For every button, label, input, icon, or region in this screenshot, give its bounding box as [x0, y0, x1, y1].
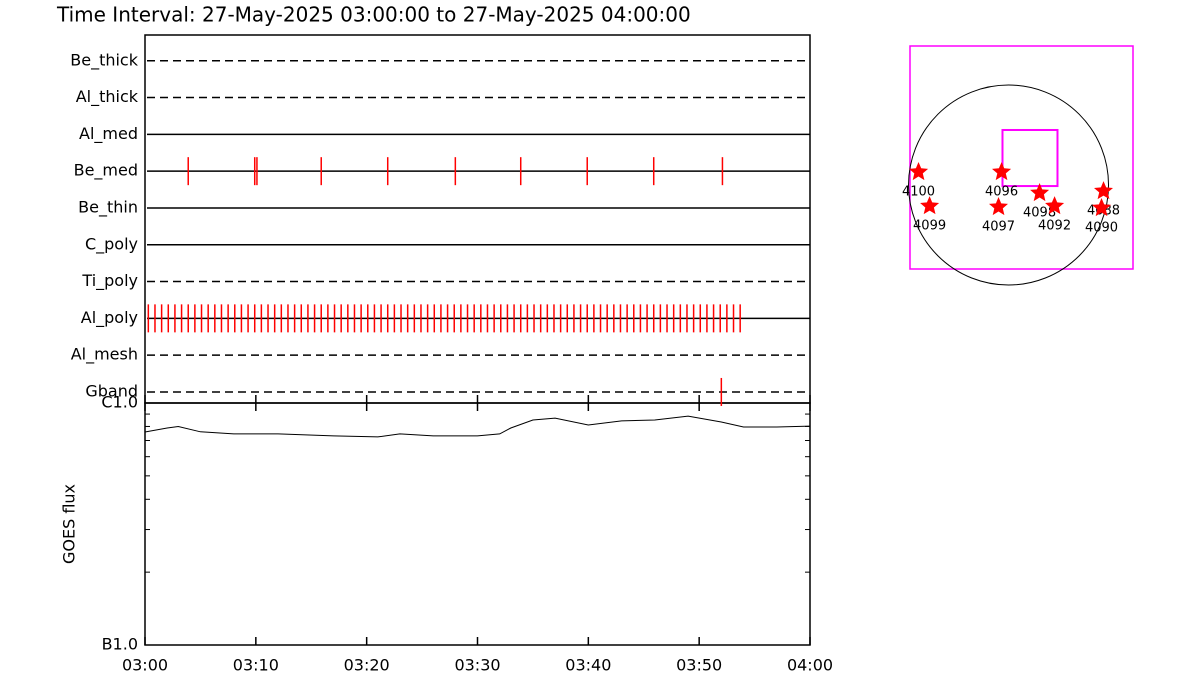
- region-star: [909, 162, 929, 181]
- y-tick-label: B1.0: [102, 635, 138, 654]
- region-label: 4096: [985, 184, 1018, 199]
- region-label: 4090: [1085, 221, 1118, 236]
- x-tick-label: 03:50: [676, 656, 722, 675]
- region-label: 4098: [1023, 206, 1056, 221]
- x-tick-label: 04:00: [787, 656, 833, 675]
- filter-label: Ti_poly: [81, 271, 138, 291]
- region-label: 4097: [982, 219, 1015, 234]
- region-star: [1045, 196, 1065, 215]
- region-star: [1094, 181, 1113, 200]
- goes-frame: [144, 402, 811, 646]
- fov-box: [1001, 128, 1059, 188]
- filter-label: Al_mesh: [71, 345, 138, 365]
- map-frame: [909, 45, 1134, 270]
- region-star: [1092, 198, 1112, 217]
- filter-label: Al_thick: [76, 87, 139, 107]
- region-star: [989, 197, 1008, 216]
- filter-label: Al_poly: [81, 308, 138, 328]
- chart-title: Time Interval: 27-May-2025 03:00:00 to 2…: [56, 3, 691, 27]
- filter-label: C_poly: [85, 234, 138, 254]
- region-label: 4092: [1038, 219, 1071, 234]
- y-axis-title: GOES flux: [60, 484, 79, 564]
- region-star: [1030, 183, 1050, 202]
- goes-curve: [144, 415, 811, 438]
- filter-label: Be_thick: [70, 50, 138, 70]
- region-label: 4100: [902, 184, 935, 199]
- x-tick-label: 03:40: [565, 656, 611, 675]
- region-star: [920, 196, 940, 215]
- x-tick-label: 03:20: [344, 656, 390, 675]
- filter-label: Al_med: [79, 124, 138, 144]
- filter-label: Be_thin: [78, 197, 138, 217]
- x-tick-label: 03:30: [454, 656, 500, 675]
- x-tick-label: 03:10: [233, 656, 279, 675]
- filter-label: Be_med: [74, 161, 138, 181]
- filter-label: Gband: [85, 381, 138, 400]
- region-star: [992, 162, 1012, 181]
- region-label: 4099: [913, 219, 946, 234]
- solar-disk: [908, 84, 1110, 286]
- timeline-frame: [144, 34, 811, 404]
- y-tick-label: C1.0: [101, 393, 138, 412]
- x-tick-label: 03:00: [122, 656, 168, 675]
